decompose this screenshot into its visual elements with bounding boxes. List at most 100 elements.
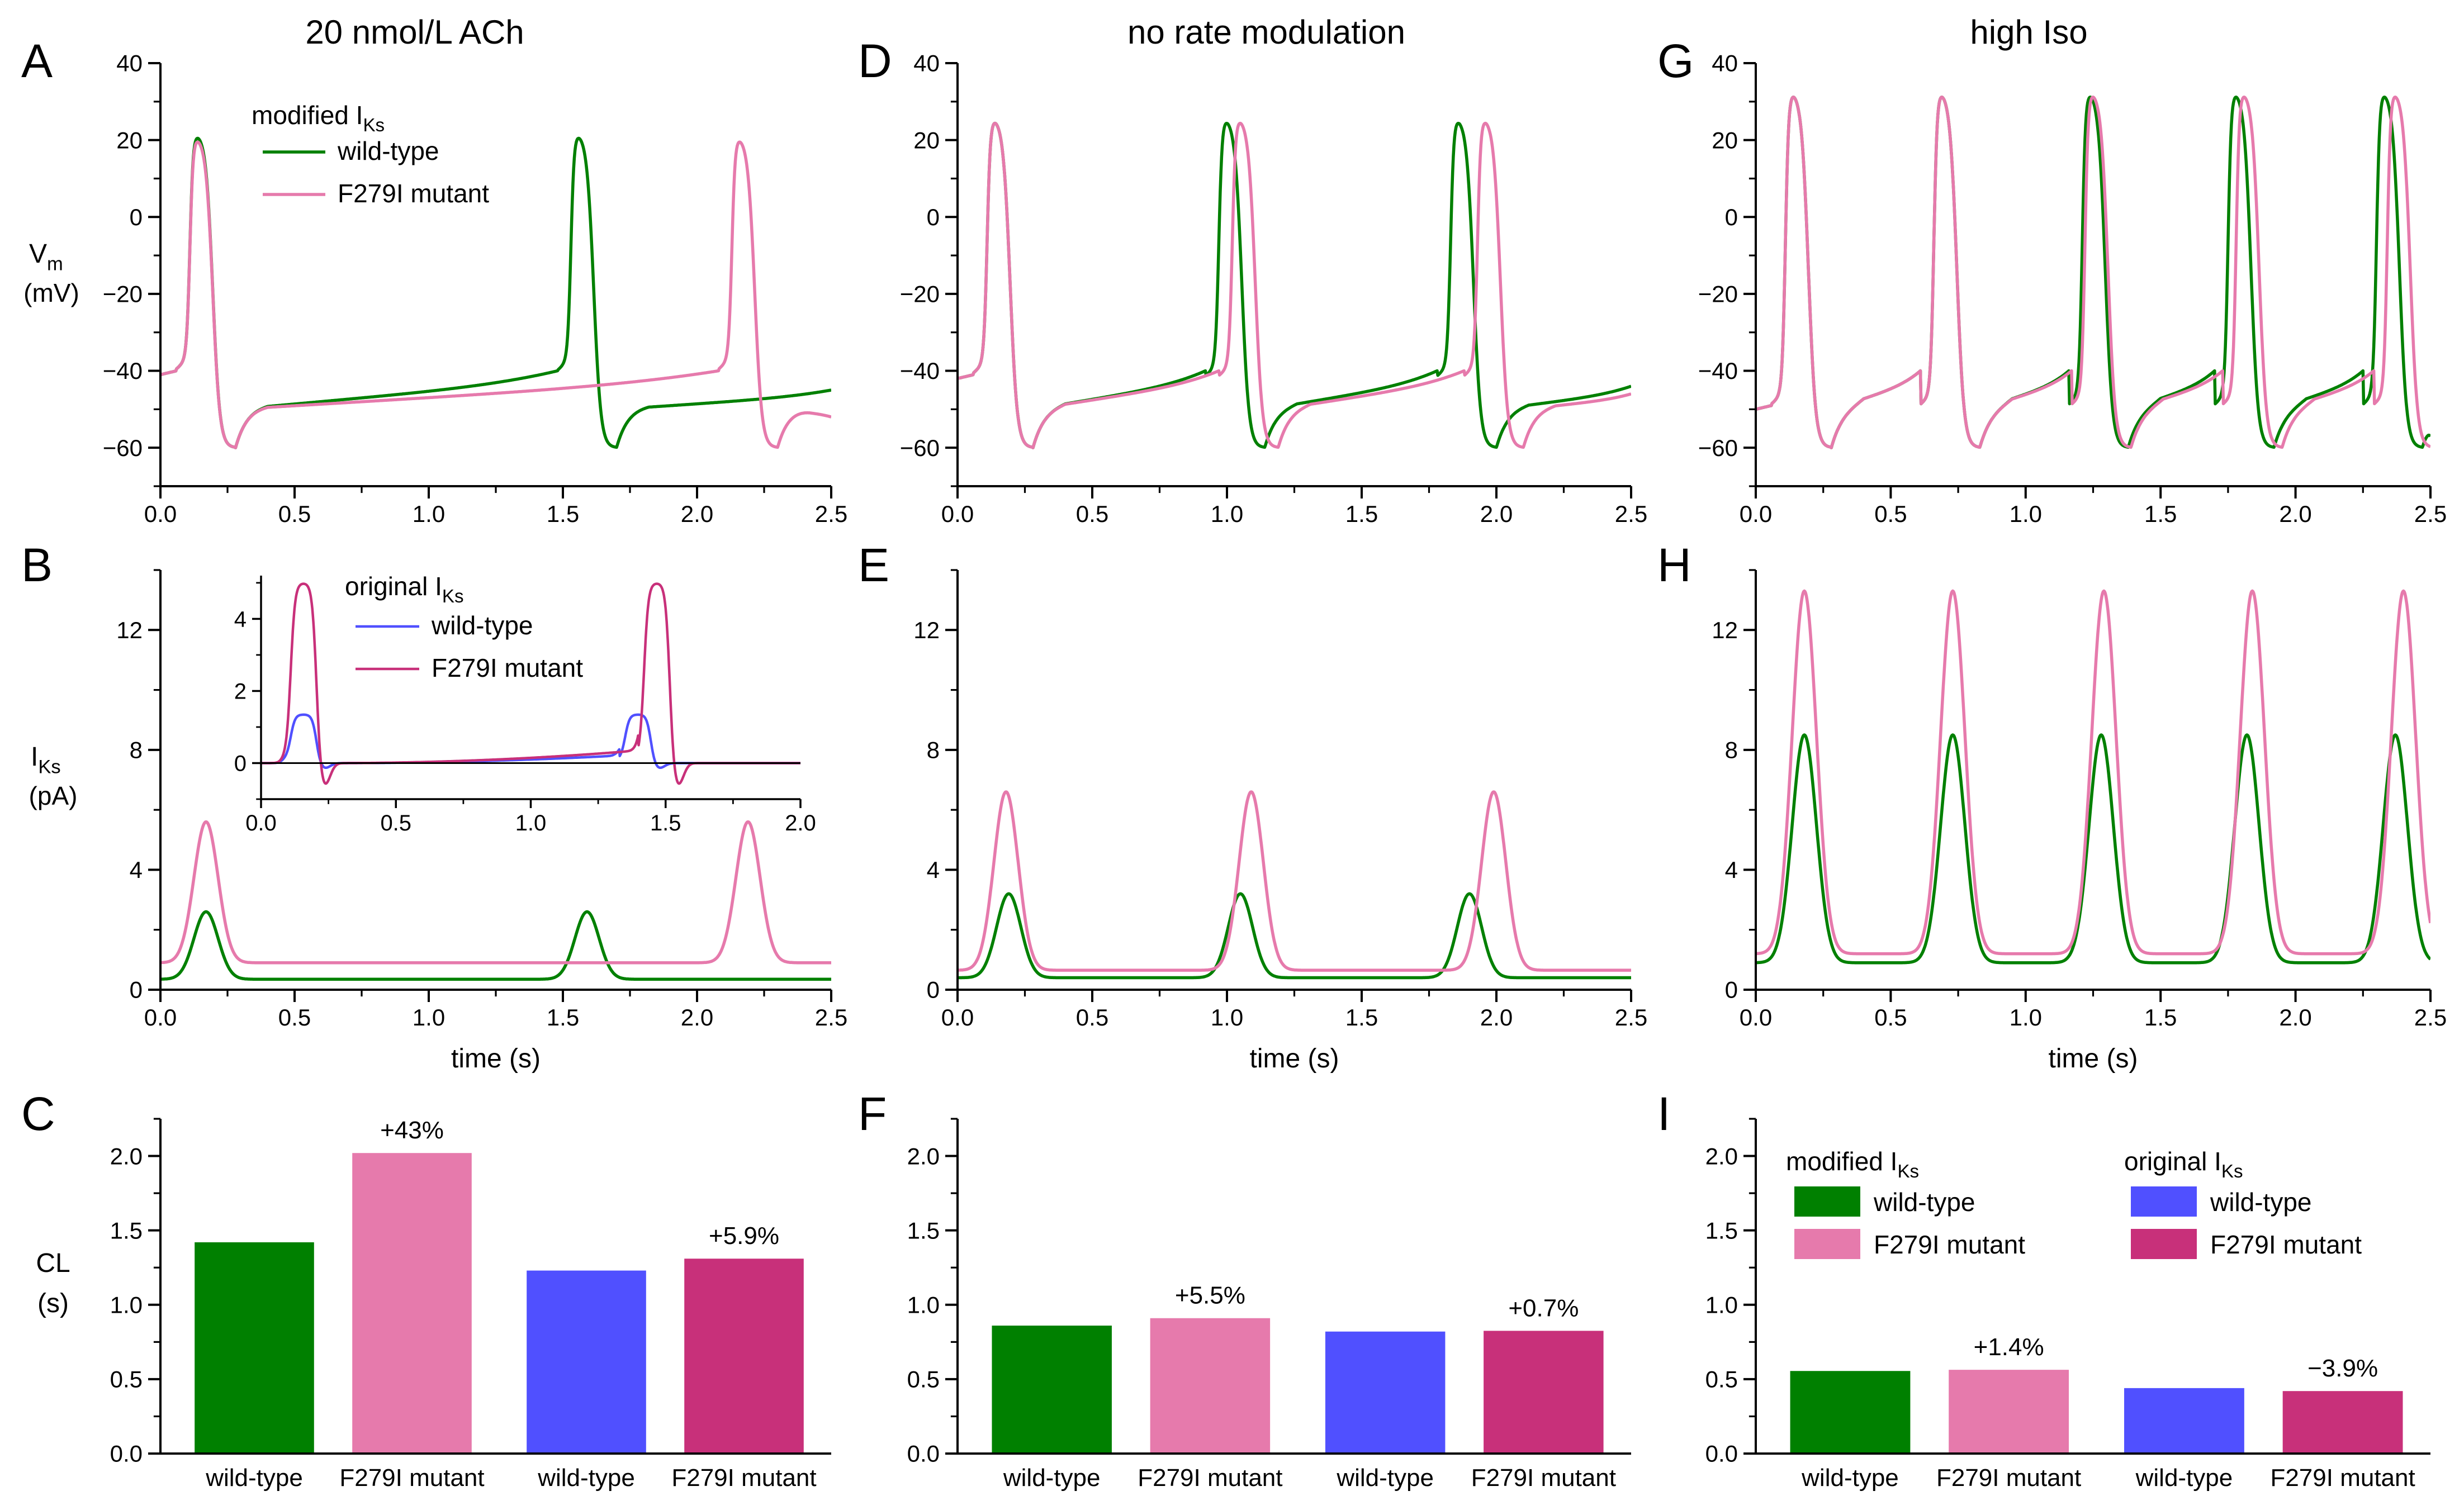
E-series-wild-type-line bbox=[958, 892, 1631, 980]
E-xtick-label: 2.0 bbox=[1480, 1004, 1513, 1031]
B-inset-ytick-label: 2 bbox=[234, 679, 247, 704]
E-xtick-label: 2.5 bbox=[1615, 1004, 1647, 1031]
F-bar-annotation: +0.7% bbox=[1508, 1294, 1579, 1322]
F-bar-annotation: +5.5% bbox=[1175, 1282, 1245, 1309]
A-xtick-label: 0.0 bbox=[144, 501, 177, 527]
panel-letter: A bbox=[21, 35, 53, 87]
B-xtick-label: 1.5 bbox=[547, 1004, 579, 1031]
G-xtick-label: 1.0 bbox=[2010, 501, 2042, 527]
G-ytick-label: 20 bbox=[1712, 127, 1738, 153]
column-title: high Iso bbox=[1970, 13, 2087, 51]
E-xtick-label: 0.5 bbox=[1076, 1004, 1108, 1031]
C-ytick-label: 1.5 bbox=[110, 1217, 143, 1243]
x-axis-title: time (s) bbox=[451, 1044, 541, 1074]
E-ytick-label: 12 bbox=[913, 617, 940, 643]
legend-I-original-title-main: original I bbox=[2124, 1147, 2221, 1176]
I-bar-0 bbox=[1790, 1371, 1911, 1454]
G-ytick-label: 40 bbox=[1712, 50, 1738, 77]
panel-letter: E bbox=[858, 539, 889, 591]
C-ytick-label: 2.0 bbox=[110, 1143, 143, 1169]
D-ytick-label: 0 bbox=[927, 204, 940, 230]
legend-I-swatch bbox=[2131, 1186, 2197, 1217]
D-ytick-label: 20 bbox=[913, 127, 940, 153]
legend-title-main: modified I bbox=[252, 101, 363, 130]
legend-I-modified-title: modified IKs bbox=[1786, 1147, 1919, 1182]
G-ytick-label: 0 bbox=[1725, 204, 1738, 230]
D-series-wild-type-line bbox=[958, 121, 1631, 449]
ylabel-vm-unit: (mV) bbox=[23, 278, 79, 307]
C-category-label: wild-type bbox=[205, 1464, 303, 1492]
legend-I-modified-title-sub: Ks bbox=[1897, 1161, 1919, 1182]
inset-legend-title-sub: Ks bbox=[442, 586, 464, 607]
F-ytick-label: 0.5 bbox=[907, 1366, 940, 1393]
E-series-mutant-line bbox=[958, 790, 1631, 972]
A-series-mutant-line bbox=[160, 140, 831, 449]
B-inset-series-wild-type-line bbox=[261, 713, 800, 770]
panel-letter: C bbox=[21, 1088, 55, 1140]
panel-letter: I bbox=[1657, 1088, 1670, 1140]
ylabel-iks: IKs bbox=[31, 742, 61, 777]
B-ytick-label: 0 bbox=[130, 977, 143, 1003]
C-category-label: wild-type bbox=[537, 1464, 635, 1492]
F-bar-3 bbox=[1484, 1331, 1604, 1454]
D-series-mutant-line bbox=[958, 121, 1631, 449]
I-bar-1 bbox=[1949, 1370, 2069, 1454]
B-inset-xtick-label: 1.0 bbox=[515, 811, 547, 835]
panel-letter: G bbox=[1657, 35, 1694, 87]
B-xtick-label: 2.5 bbox=[815, 1004, 847, 1031]
D-xtick-label: 0.5 bbox=[1076, 501, 1108, 527]
F-bar-0 bbox=[992, 1326, 1112, 1454]
I-ytick-label: 1.5 bbox=[1705, 1217, 1738, 1243]
B-inset-xtick-label: 2.0 bbox=[785, 811, 816, 835]
I-ytick-label: 0.5 bbox=[1705, 1366, 1738, 1393]
D-xtick-label: 2.5 bbox=[1615, 501, 1647, 527]
inset-legend-entry: wild-type bbox=[431, 611, 533, 640]
B-ytick-label: 12 bbox=[116, 617, 143, 643]
F-category-label: wild-type bbox=[1003, 1464, 1101, 1492]
G-xtick-label: 0.0 bbox=[1740, 501, 1772, 527]
panel-letter: H bbox=[1657, 539, 1691, 591]
B-inset-xtick-label: 1.5 bbox=[650, 811, 681, 835]
C-category-label: F279I mutant bbox=[671, 1464, 816, 1492]
C-category-label: F279I mutant bbox=[339, 1464, 484, 1492]
legend-I-swatch bbox=[1794, 1229, 1860, 1259]
I-category-label: F279I mutant bbox=[2270, 1464, 2415, 1492]
C-bar-3 bbox=[684, 1259, 804, 1454]
F-category-label: wild-type bbox=[1336, 1464, 1434, 1492]
legend-I-entry: wild-type bbox=[1873, 1188, 1975, 1217]
E-xtick-label: 1.0 bbox=[1211, 1004, 1243, 1031]
G-xtick-label: 1.5 bbox=[2144, 501, 2177, 527]
B-ytick-label: 8 bbox=[130, 737, 143, 763]
A-ytick-label: 40 bbox=[116, 50, 143, 77]
H-xtick-label: 1.5 bbox=[2144, 1004, 2177, 1031]
x-axis-title: time (s) bbox=[2049, 1044, 2138, 1074]
A-xtick-label: 2.5 bbox=[815, 501, 847, 527]
legend-entry: F279I mutant bbox=[338, 179, 489, 208]
A-ytick-label: −40 bbox=[103, 358, 143, 384]
panel-letter: B bbox=[21, 539, 53, 591]
F-category-label: F279I mutant bbox=[1471, 1464, 1616, 1492]
legend-I-swatch bbox=[2131, 1229, 2197, 1259]
D-ytick-label: −20 bbox=[900, 281, 940, 307]
legend-I-modified-title-main: modified I bbox=[1786, 1147, 1897, 1176]
B-xtick-label: 0.0 bbox=[144, 1004, 177, 1031]
C-bar-1 bbox=[352, 1153, 472, 1454]
B-xtick-label: 0.5 bbox=[278, 1004, 311, 1031]
legend-I-original-title: original IKs bbox=[2124, 1147, 2243, 1182]
H-ytick-label: 8 bbox=[1725, 737, 1738, 763]
C-ytick-label: 0.5 bbox=[110, 1366, 143, 1393]
ylabel-vm-sub: m bbox=[47, 253, 63, 274]
B-series-wild-type-line bbox=[160, 910, 831, 981]
E-ytick-label: 4 bbox=[927, 857, 940, 883]
G-xtick-label: 2.0 bbox=[2279, 501, 2311, 527]
legend-entry: wild-type bbox=[337, 136, 439, 165]
legend-I-entry: F279I mutant bbox=[1874, 1230, 2025, 1259]
H-xtick-label: 2.0 bbox=[2279, 1004, 2311, 1031]
inset-legend-entry: F279I mutant bbox=[432, 653, 583, 682]
I-category-label: wild-type bbox=[2135, 1464, 2233, 1492]
G-ytick-label: −40 bbox=[1698, 358, 1738, 384]
I-ytick-label: 1.0 bbox=[1705, 1291, 1738, 1318]
